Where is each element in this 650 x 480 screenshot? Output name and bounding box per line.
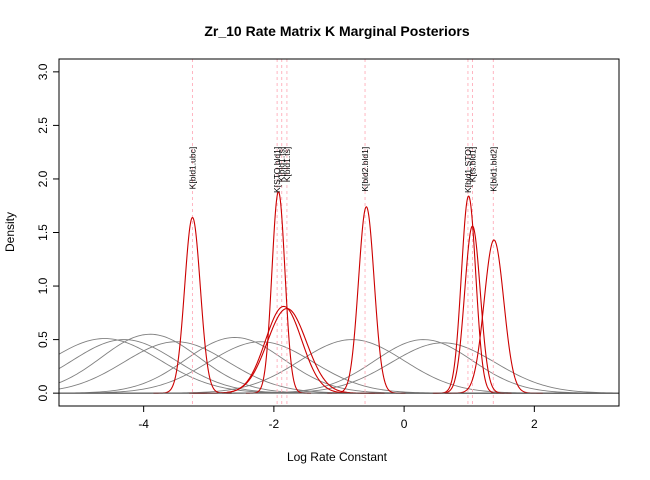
x-tick-label-4: 2 bbox=[531, 417, 538, 431]
y-tick-label-2: 0.5 bbox=[36, 331, 50, 348]
y-axis-label: Density bbox=[3, 212, 17, 252]
prior-curve-1 bbox=[59, 338, 619, 394]
plot-area: K[bld1.ubc] K[STO.bld1]K[bld1.ts]K[bld1.t… bbox=[36, 58, 620, 431]
marker-label-4: K[bld1.ts] bbox=[282, 147, 292, 182]
prior-curve-8 bbox=[59, 339, 619, 394]
y-tick-label-5: 2.0 bbox=[36, 170, 50, 187]
prior-curve-7 bbox=[59, 339, 619, 394]
x-axis-label: Log Rate Constant bbox=[287, 450, 388, 464]
y-tick-label-1: 0.0 bbox=[36, 384, 50, 401]
y-tick-label-3: 1.0 bbox=[36, 277, 50, 294]
marker-label-6: K[bld1.STO] bbox=[463, 147, 473, 193]
marker-label-5: K[bld2.bld1] bbox=[360, 147, 370, 192]
posterior-curve-8 bbox=[445, 239, 543, 394]
posterior-curve-2 bbox=[245, 191, 311, 394]
prior-curve-4 bbox=[59, 341, 619, 394]
marker-label-8: K[bld1.bld2] bbox=[488, 147, 498, 192]
chart-title: Zr_10 Rate Matrix K Marginal Posteriors bbox=[204, 23, 470, 39]
posterior-curve-5 bbox=[327, 206, 406, 394]
marker-label-7: K[ts.bld1] bbox=[468, 147, 478, 182]
posterior-curve-7 bbox=[433, 225, 512, 394]
curves-group bbox=[59, 59, 619, 406]
marker-label-1: K[bld1.ubc] bbox=[188, 147, 198, 190]
marker-label-2: K[STO.bld1] bbox=[272, 147, 282, 193]
y-tick-label-7: 3.0 bbox=[36, 63, 50, 80]
y-tick-label-4: 1.5 bbox=[36, 224, 50, 241]
x-tick-label-2: -2 bbox=[269, 417, 280, 431]
plot-frame bbox=[58, 58, 620, 407]
x-tick-label-3: 0 bbox=[401, 417, 408, 431]
prior-curve-5 bbox=[59, 337, 619, 394]
y-tick-label-6: 2.5 bbox=[36, 117, 50, 134]
prior-curve-2 bbox=[59, 339, 619, 394]
marker-label-3: K[bld1.ts] bbox=[277, 147, 287, 182]
x-tick-label-1: -4 bbox=[138, 417, 149, 431]
prior-curve-6 bbox=[59, 341, 619, 394]
